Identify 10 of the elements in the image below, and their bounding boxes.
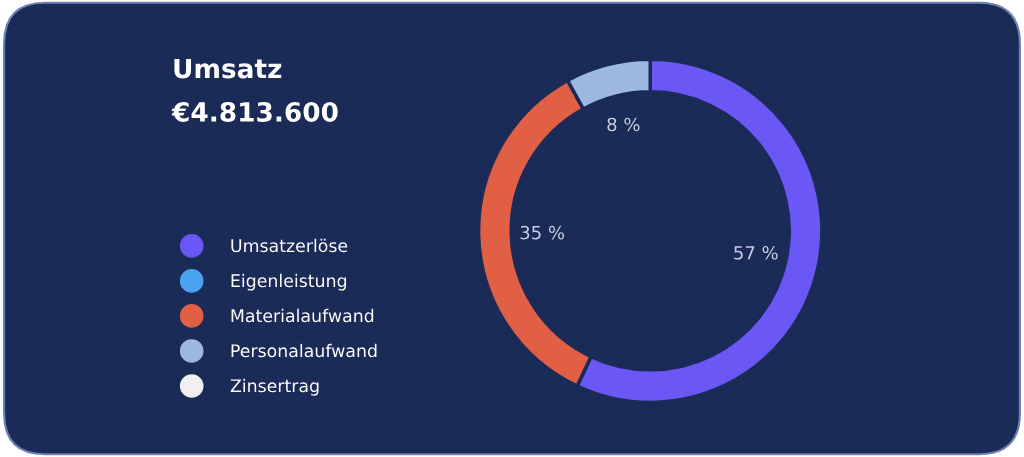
legend-label: Umsatzerlöse [231,238,348,253]
chart-title: Umsatz [174,58,282,79]
legend-label: Zinsertrag [230,378,319,396]
data-label: 57 % [734,245,778,260]
legend-label: Personalaufwand [231,343,377,358]
text: €4.813.600 [171,101,338,122]
data-label: 35 % [520,225,565,240]
legend-label: Materialaufwand [231,308,374,323]
data-label: 8 % [607,117,640,132]
legend-label: Eigenleistung [231,273,347,291]
